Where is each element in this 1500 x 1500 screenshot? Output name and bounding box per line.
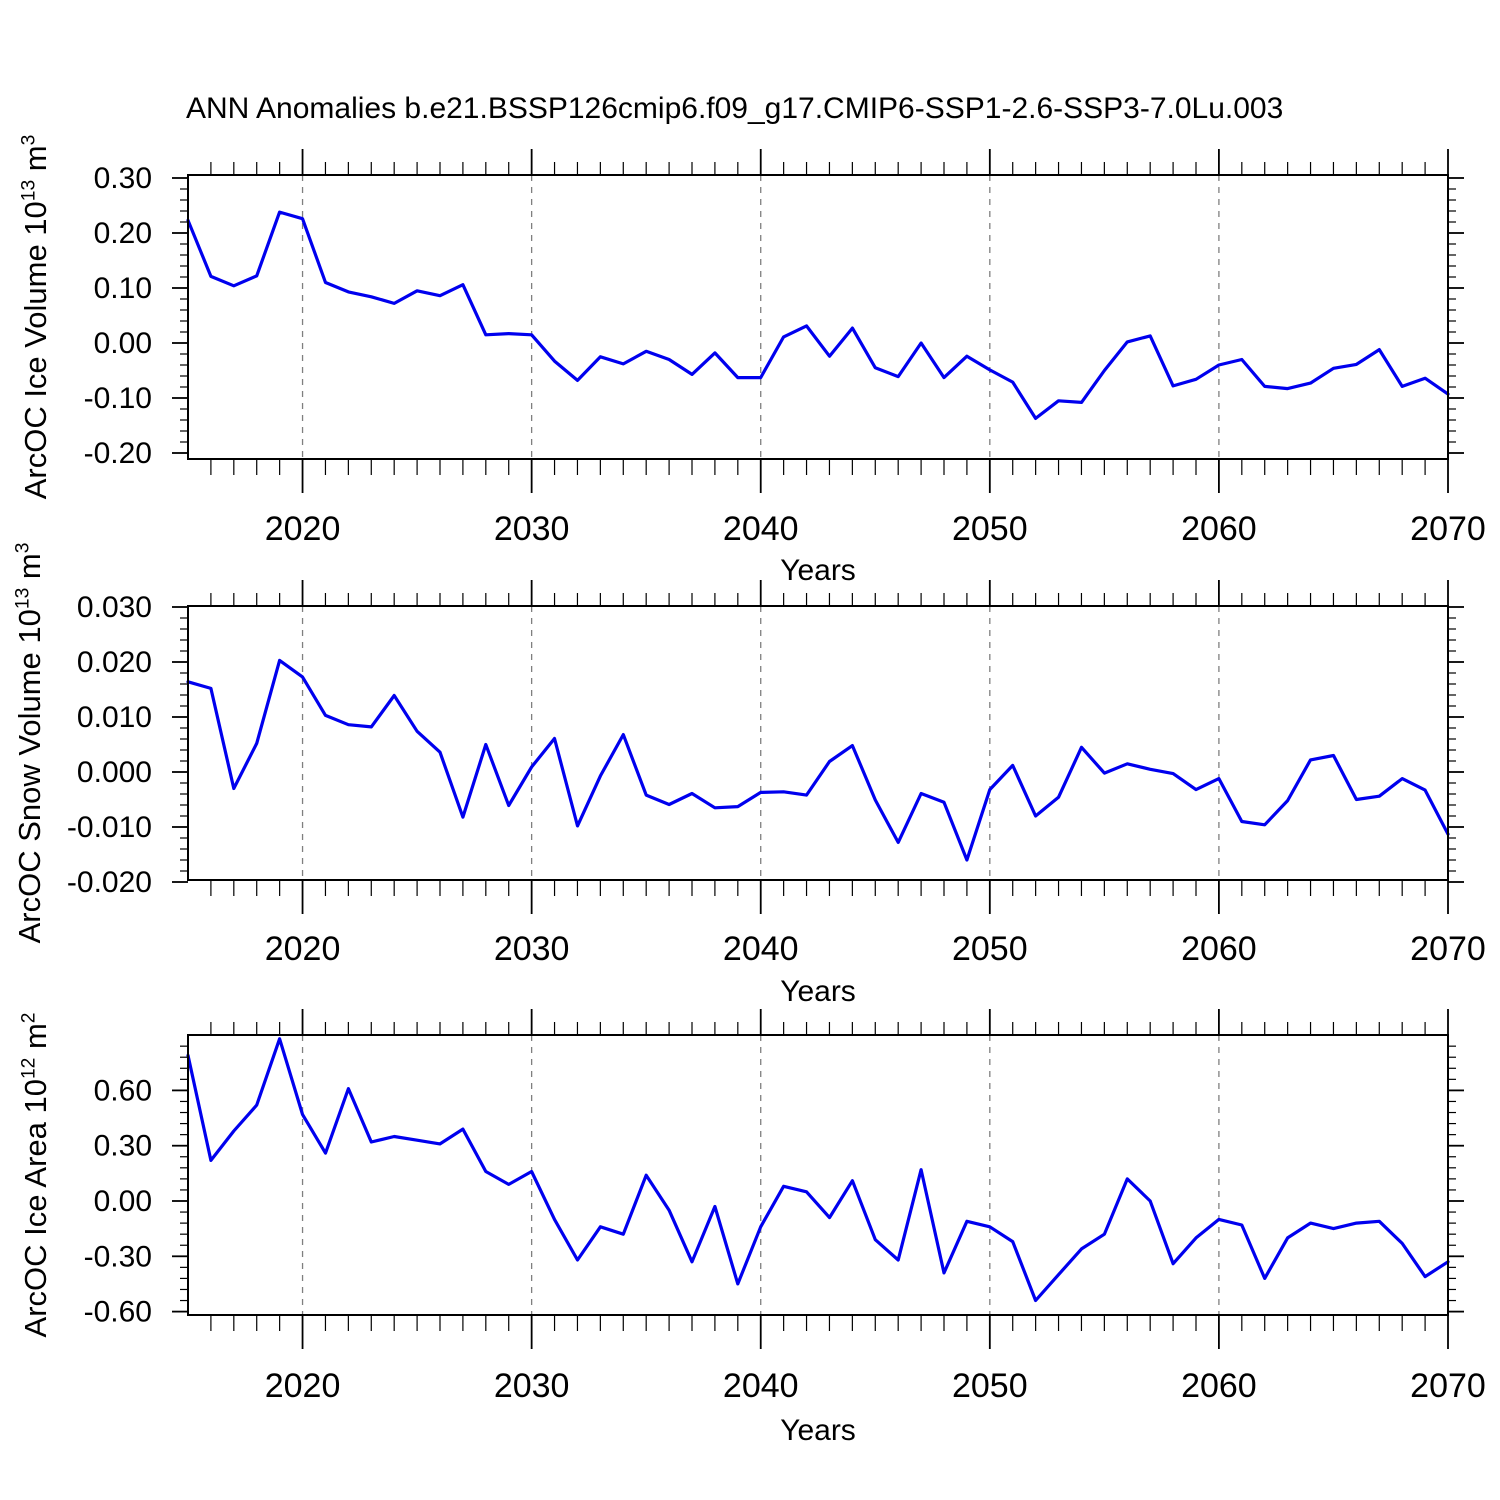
y-tick-label: 0.000: [77, 756, 152, 789]
y-tick-label: 0.60: [94, 1074, 152, 1107]
y-tick-label: 0.030: [77, 591, 152, 624]
x-tick-label: 2020: [265, 930, 341, 968]
x-axis-label-years-middle: Years: [780, 975, 856, 1008]
x-tick-label: 2040: [723, 930, 799, 968]
x-tick-label: 2030: [494, 930, 570, 968]
y-tick-label: 0.30: [94, 1130, 152, 1163]
y-axis-label-snow-volume: ArcOC Snow Volume 1013 m3: [12, 542, 47, 944]
x-tick-label: 2020: [265, 1367, 341, 1405]
plot-frame: [187, 174, 1449, 460]
x-tick-label: 2030: [494, 1367, 570, 1405]
data-line: [186, 658, 1450, 862]
x-tick-label: 2050: [952, 930, 1028, 968]
x-tick-label: 2030: [494, 510, 570, 548]
chart-title: ANN Anomalies b.e21.BSSP126cmip6.f09_g17…: [186, 92, 1284, 125]
y-tick-label: 0.20: [94, 217, 152, 250]
y-tick-label: -0.10: [84, 382, 152, 415]
y-tick-label: 0.30: [94, 162, 152, 195]
y-tick-label: 0.020: [77, 646, 152, 679]
y-tick-label: -0.20: [84, 437, 152, 470]
subplot-ice-volume: 0.30 0.20 0.10 0.00 -0.10 -0.20 2020 2030 2040 20…: [84, 149, 1486, 548]
y-tick-label: -0.020: [67, 866, 152, 899]
x-axis-label-years-top: Years: [780, 554, 856, 587]
plot-frame: [187, 1034, 1449, 1316]
y-tick-label: 0.010: [77, 701, 152, 734]
plot-frame: [187, 605, 1449, 881]
subplot-ice-area: 0.60 0.30 0.00 -0.30 -0.60 2020 2030 2040 2050 20…: [84, 1009, 1486, 1405]
x-tick-label: 2050: [952, 510, 1028, 548]
x-tick-label: 2070: [1410, 510, 1486, 548]
x-tick-label: 2060: [1181, 1367, 1257, 1405]
x-tick-label: 2040: [723, 1367, 799, 1405]
y-tick-label: 0.10: [94, 272, 152, 305]
subplot-snow-volume: 0.030 0.020 0.010 0.000 -0.010 -0.020 2020 2030…: [67, 580, 1486, 968]
x-tick-label: 2060: [1181, 930, 1257, 968]
y-tick-label: -0.010: [67, 811, 152, 844]
x-tick-label: 2060: [1181, 510, 1257, 548]
x-axis-label-years-bottom: Years: [780, 1414, 856, 1447]
x-tick-label: 2070: [1410, 930, 1486, 968]
data-line: [186, 210, 1450, 420]
y-tick-label: -0.30: [84, 1240, 152, 1273]
y-axis-label-ice-volume: ArcOC Ice Volume 1013 m3: [18, 134, 53, 500]
x-tick-label: 2040: [723, 510, 799, 548]
x-tick-label: 2050: [952, 1367, 1028, 1405]
y-tick-label: 0.00: [94, 327, 152, 360]
y-tick-label: 0.00: [94, 1185, 152, 1218]
x-tick-label: 2070: [1410, 1367, 1486, 1405]
x-tick-label: 2020: [265, 510, 341, 548]
data-line: [186, 1037, 1450, 1303]
y-tick-label: -0.60: [84, 1296, 152, 1329]
y-axis-label-ice-area: ArcOC Ice Area 1012 m2: [18, 1012, 53, 1338]
